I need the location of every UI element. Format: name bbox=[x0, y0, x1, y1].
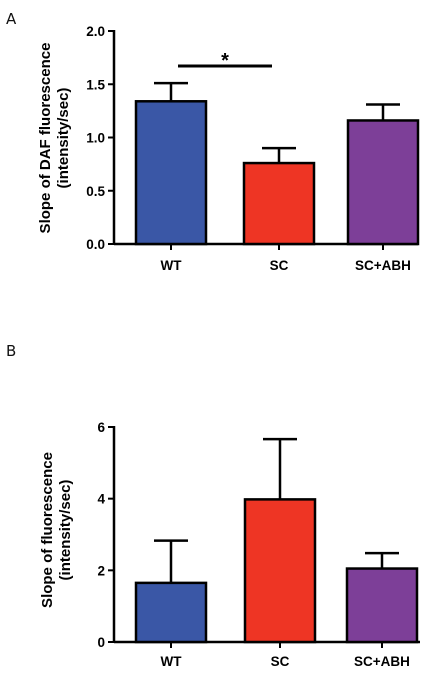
y-tick-label: 4 bbox=[97, 492, 105, 507]
y-tick-label: 0.5 bbox=[86, 184, 105, 199]
y-axis-title-line: Slope of fluorescence bbox=[39, 452, 56, 608]
bar-sc bbox=[243, 498, 317, 644]
bar-wt bbox=[134, 100, 208, 246]
y-axis-title: Slope of fluorescence (intensity/sec) bbox=[39, 452, 74, 608]
significance-star: * bbox=[221, 50, 229, 72]
y-tick-label: 2.0 bbox=[86, 24, 105, 39]
panel-a-label: A bbox=[6, 10, 17, 28]
bar-sc-abh bbox=[346, 119, 420, 246]
y-tick-label: 1.5 bbox=[86, 77, 105, 92]
panel-b-label: B bbox=[6, 342, 17, 360]
bar-sc-abh bbox=[345, 567, 419, 644]
y-axis-title-line: (intensity/sec) bbox=[55, 88, 72, 189]
y-axis-title-line: (intensity/sec) bbox=[57, 480, 74, 581]
x-tick-label: SC+ABH bbox=[355, 258, 411, 273]
bar-wt bbox=[134, 581, 208, 644]
x-tick-label: WT bbox=[161, 654, 183, 669]
x-tick-label: WT bbox=[161, 258, 183, 273]
x-tick-label: SC bbox=[271, 654, 290, 669]
y-tick-label: 1.0 bbox=[86, 131, 105, 146]
y-tick-label: 0.0 bbox=[86, 237, 105, 252]
bar-sc bbox=[242, 161, 316, 246]
x-tick-label: SC bbox=[270, 258, 289, 273]
y-tick-label: 6 bbox=[97, 420, 105, 435]
y-tick-label: 2 bbox=[97, 563, 105, 578]
y-axis-title: Slope of DAF fluorescence (intensity/sec) bbox=[37, 43, 72, 234]
y-axis-title-line: Slope of DAF fluorescence bbox=[37, 43, 54, 234]
y-tick-label: 0 bbox=[97, 635, 105, 650]
x-tick-label: SC+ABH bbox=[354, 654, 410, 669]
